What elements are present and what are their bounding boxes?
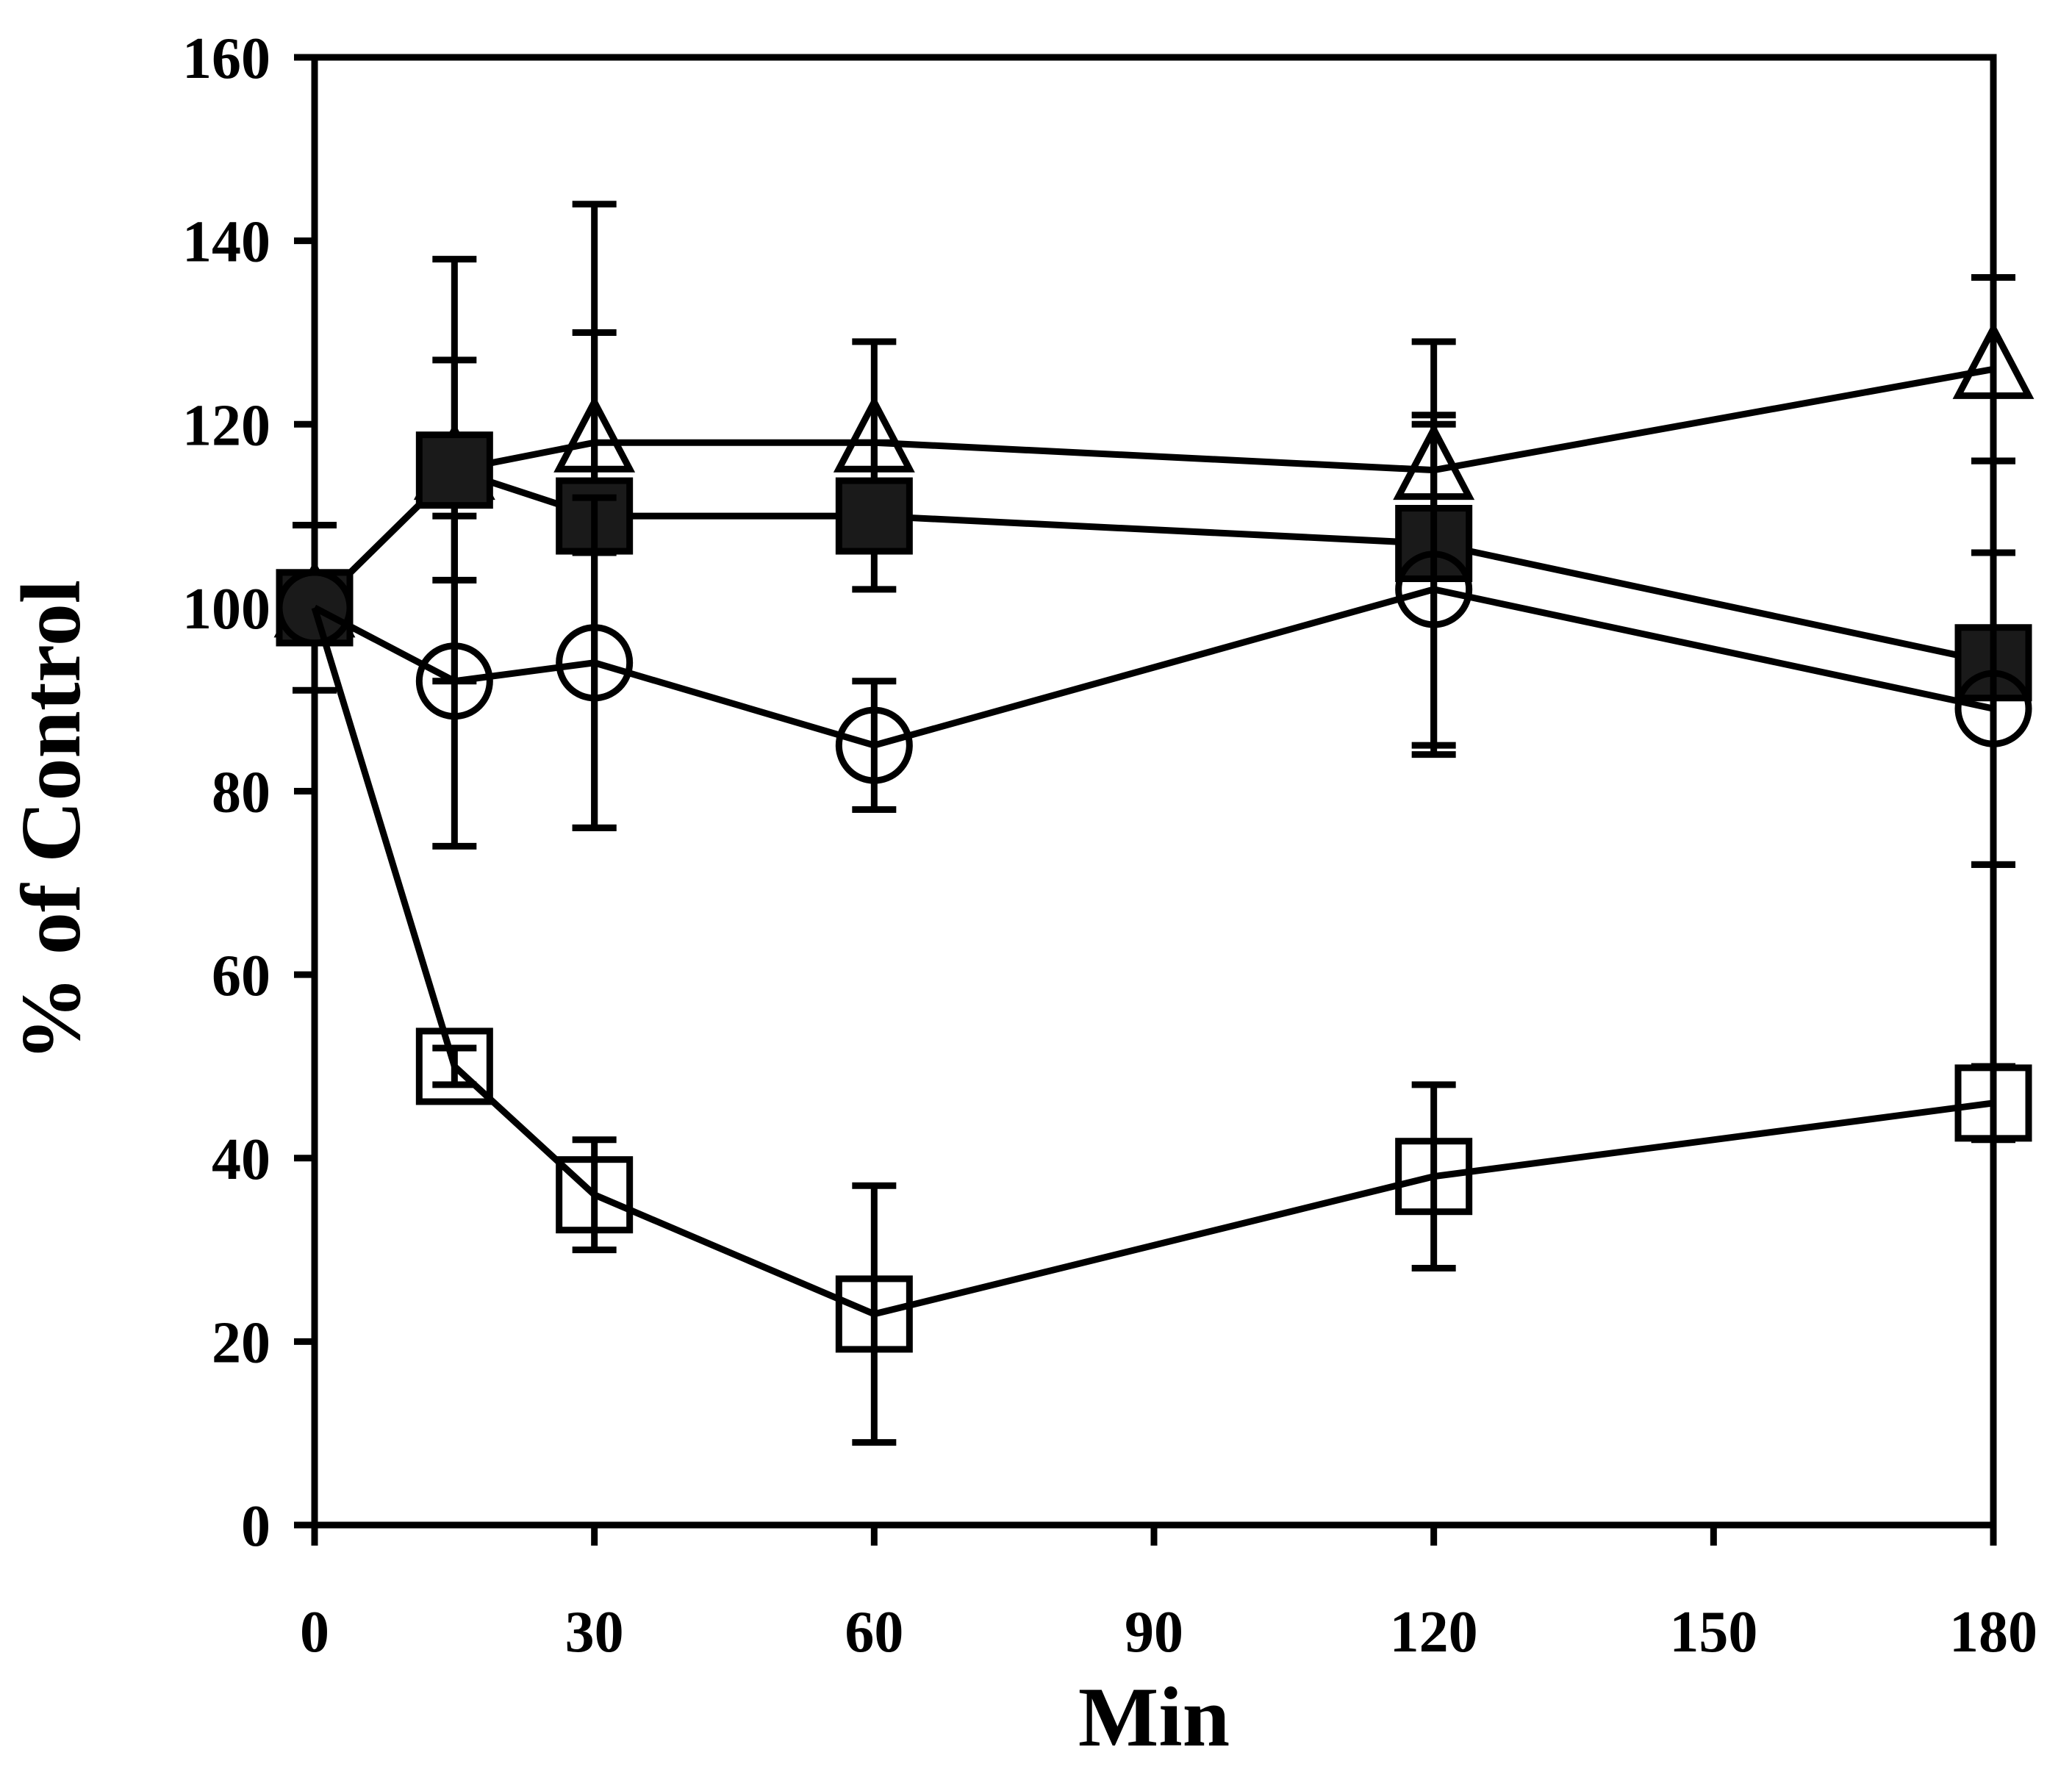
y-tick-label: 100 — [182, 577, 270, 642]
plot-frame — [311, 54, 1997, 1529]
marker-circle-open — [556, 624, 634, 702]
series-line — [312, 586, 1994, 749]
marker-square-filled — [835, 477, 913, 555]
y-tick-label: 40 — [212, 1127, 270, 1192]
marker-circle-open — [835, 706, 913, 784]
x-tick-label: 150 — [1669, 1600, 1757, 1665]
series-layer — [273, 201, 2035, 1446]
series-open-square — [276, 569, 2032, 1446]
y-axis-title: % of Control — [4, 580, 98, 1061]
y-tick-label: 160 — [182, 26, 270, 91]
x-tick-label: 180 — [1949, 1600, 2037, 1665]
y-tick-label: 120 — [182, 393, 270, 458]
x-tick-label: 90 — [1125, 1600, 1183, 1665]
marker-triangle-open — [1952, 321, 2035, 399]
series-open-circle — [276, 420, 2032, 868]
marker-square-open — [1954, 1064, 2032, 1142]
y-tick-label: 60 — [212, 944, 270, 1008]
marker-square-open — [276, 569, 354, 647]
series-line — [311, 606, 1994, 1318]
marker-circle-open — [415, 642, 493, 720]
marker-square-open — [415, 1027, 493, 1105]
x-axis-title: Min — [1078, 1671, 1230, 1765]
marker-square-open — [1395, 1138, 1473, 1216]
x-tick-label: 30 — [565, 1600, 624, 1665]
x-tick-label: 0 — [300, 1600, 329, 1665]
marker-circle-open — [1954, 670, 2032, 747]
marker-square-open — [835, 1275, 913, 1353]
y-tick-label: 20 — [212, 1310, 270, 1375]
y-tick-label: 0 — [241, 1494, 270, 1559]
x-tick-label: 120 — [1390, 1600, 1478, 1665]
series-open-triangle — [273, 274, 2035, 638]
marker-circle-open — [1395, 550, 1473, 628]
y-tick-label: 80 — [212, 761, 270, 825]
marker-square-filled — [415, 431, 493, 509]
x-axis: 0 30 60 90 120 150 180 — [300, 1525, 2037, 1665]
x-tick-label: 60 — [845, 1600, 903, 1665]
y-tick-label: 140 — [182, 210, 270, 275]
y-axis: 0 20 40 60 80 100 120 140 160 — [182, 26, 315, 1559]
marker-square-open — [556, 1156, 634, 1234]
series-filled-square — [276, 201, 2032, 868]
plot-area — [311, 54, 1997, 1529]
